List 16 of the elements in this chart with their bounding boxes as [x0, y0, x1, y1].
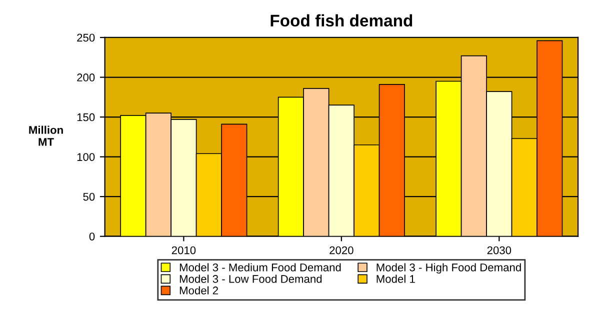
y-tick-label: 0	[89, 232, 95, 240]
legend-label: Model 3 - Medium Food Demand	[180, 263, 341, 272]
legend-label: Model 3 - Low Food Demand	[180, 274, 322, 283]
y-tick-label: 50	[83, 192, 95, 201]
y-tick-label: 250	[77, 34, 95, 42]
chart-title: Food fish demand	[270, 14, 412, 27]
legend-label: Model 2	[180, 286, 218, 294]
y-axis-title: Million MT	[29, 126, 63, 146]
legend-label: Model 3 - High Food Demand	[376, 263, 521, 274]
legend-label: Model 1	[376, 274, 415, 283]
x-tick-label: 2020	[330, 246, 354, 254]
x-tick-label: 2010	[172, 246, 196, 254]
y-tick-label: 100	[77, 153, 95, 161]
y-tick-label: 200	[77, 74, 95, 82]
x-tick-label: 2030	[487, 246, 512, 254]
y-tick-label: 150	[77, 113, 95, 122]
